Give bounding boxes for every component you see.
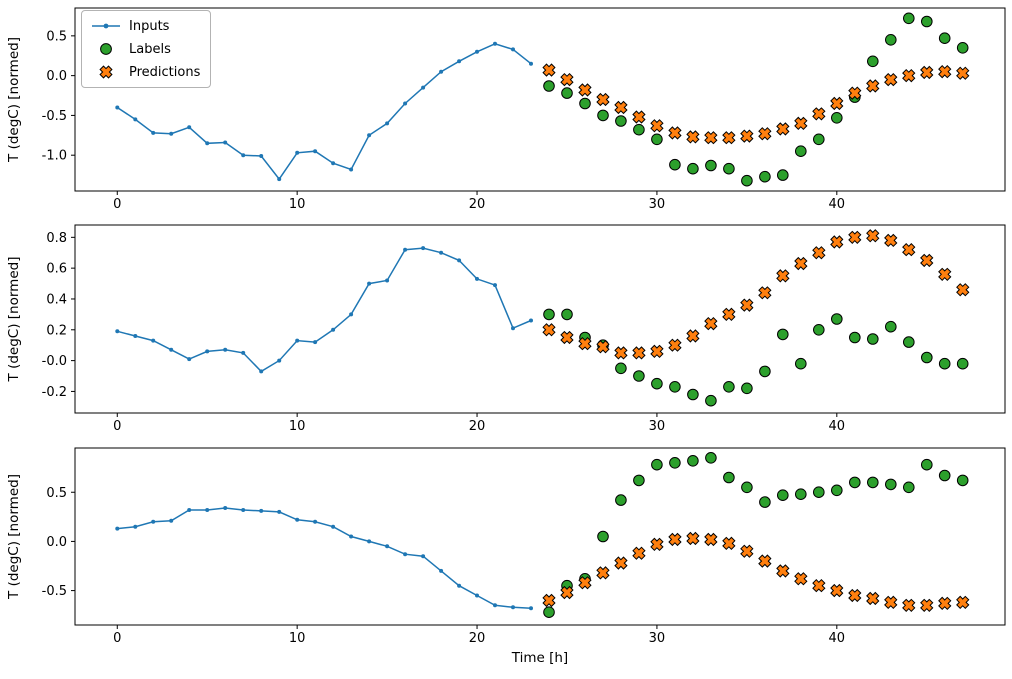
legend-label-inputs: Inputs	[129, 18, 170, 34]
y-tick-label: -0.2	[42, 385, 67, 400]
y-tick-label: 0.2	[46, 323, 67, 338]
x-tick-label: 30	[649, 419, 666, 434]
legend-entry-predictions: Predictions	[90, 63, 200, 81]
x-axis-label: Time [h]	[511, 650, 568, 666]
y-axis: 0.8 0.6 0.4 0.2 -0.0 -0.2	[42, 231, 75, 400]
series-predictions	[542, 229, 970, 360]
x-axis: 0 10 20 30 40	[113, 413, 845, 434]
series-predictions	[542, 63, 970, 145]
x-tick-label: 0	[113, 419, 121, 434]
circle-marker-icon	[100, 43, 112, 55]
axes-frame	[74, 224, 1006, 414]
y-axis-label: T (degC) [normed]	[6, 474, 22, 600]
y-tick-label: 0.0	[46, 69, 67, 84]
line-dot-icon	[92, 23, 120, 29]
legend-label-predictions: Predictions	[129, 64, 201, 80]
x-tick-label: 0	[113, 631, 121, 646]
x-tick-label: 20	[469, 419, 486, 434]
y-tick-label: -0.5	[42, 109, 67, 124]
x-tick-label: 0	[113, 197, 121, 212]
x-tick-label: 30	[649, 631, 666, 646]
x-axis: 0 10 20 30 40	[113, 625, 845, 646]
y-tick-label: 0.6	[46, 262, 67, 277]
legend-entry-labels: Labels	[90, 40, 200, 58]
x-tick-label: 10	[289, 631, 306, 646]
subplot-2: 0.8 0.6 0.4 0.2 -0.0 -0.2 0 10 20 30 40 T (degC) [n…	[6, 224, 1006, 434]
y-tick-label: -1.0	[42, 149, 67, 164]
y-tick-label: 0.4	[46, 292, 67, 307]
legend: Inputs Labels Predictions	[81, 10, 212, 88]
subplot-1: 0.5 0.0 -0.5 -1.0 0 10 20 30 40 T (degC) [normed]	[6, 7, 1006, 212]
y-axis: 0.5 0.0 -0.5	[42, 486, 75, 599]
legend-label-labels: Labels	[129, 41, 171, 57]
series-labels	[543, 12, 969, 187]
y-axis-label: T (degC) [normed]	[6, 37, 22, 163]
x-tick-label: 40	[829, 197, 846, 212]
y-tick-label: 0.0	[46, 535, 67, 550]
subplot-3: 0.5 0.0 -0.5 0 10 20 30 40 T (degC) [normed] Time…	[6, 447, 1006, 666]
series-inputs	[115, 506, 533, 611]
axes-frame	[74, 447, 1006, 626]
x-tick-label: 10	[289, 419, 306, 434]
y-tick-label: -0.5	[42, 584, 67, 599]
series-inputs	[115, 246, 533, 374]
series-inputs	[115, 41, 533, 182]
y-axis: 0.5 0.0 -0.5 -1.0	[42, 29, 75, 164]
x-axis: 0 10 20 30 40	[113, 191, 845, 212]
y-tick-label: 0.8	[46, 231, 67, 246]
x-tick-label: 30	[649, 197, 666, 212]
series-labels	[543, 452, 969, 618]
x-marker-icon	[99, 65, 113, 79]
legend-entry-inputs: Inputs	[90, 17, 200, 35]
x-tick-label: 20	[469, 197, 486, 212]
x-tick-label: 10	[289, 197, 306, 212]
x-tick-label: 40	[829, 419, 846, 434]
y-tick-label: 0.5	[46, 486, 67, 501]
y-axis-label: T (degC) [normed]	[6, 257, 22, 383]
x-tick-label: 20	[469, 631, 486, 646]
y-tick-label: -0.0	[42, 354, 67, 369]
y-tick-label: 0.5	[46, 29, 67, 44]
series-predictions	[542, 531, 970, 613]
series-labels	[543, 308, 969, 407]
x-tick-label: 40	[829, 631, 846, 646]
axes-frame	[74, 7, 1006, 192]
